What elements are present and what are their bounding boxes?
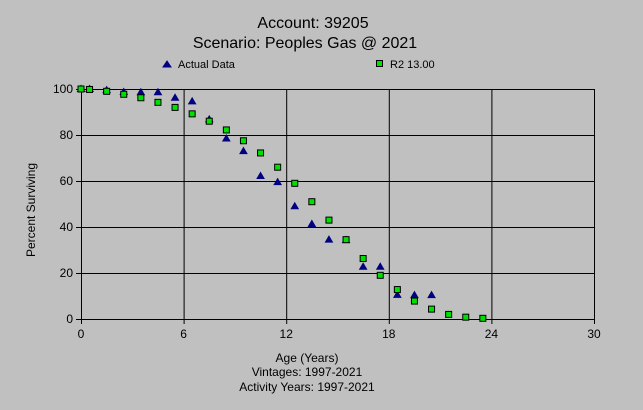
y-tick-label: 20 [60, 266, 74, 280]
activity-years-label: Activity Years: 1997-2021 [239, 380, 375, 394]
series-2 [77, 85, 487, 322]
data-point-square [274, 163, 282, 171]
data-point-triangle [290, 201, 300, 210]
data-point-triangle [358, 262, 368, 270]
data-point-square [222, 126, 230, 134]
x-axis-label: Age (Years) [276, 351, 339, 365]
data-point-triangle [375, 262, 385, 270]
data-point-triangle [392, 290, 402, 298]
data-point-triangle [427, 290, 436, 299]
data-point-square [103, 87, 111, 95]
x-tick-label: 30 [587, 327, 601, 341]
data-point-triangle [273, 177, 283, 186]
data-point-triangle [187, 96, 197, 105]
data-point-square [171, 103, 179, 111]
data-point-square [137, 94, 145, 102]
legend-square-icon [376, 60, 383, 67]
data-point-square [445, 310, 453, 318]
data-point-square [308, 198, 316, 206]
data-point-square [359, 255, 367, 263]
legend-item-fit: R2 13.00 [376, 59, 435, 71]
data-points [76, 84, 487, 322]
legend-label-fit: R2 13.00 [390, 59, 435, 71]
legend: Actual Data R2 13.00 [162, 59, 435, 71]
x-tick-label: 12 [280, 327, 294, 341]
y-tick-label: 80 [60, 128, 74, 142]
legend-item-actual: Actual Data [162, 59, 236, 71]
data-point-triangle [221, 133, 231, 142]
data-point-square [239, 137, 247, 145]
y-tick-label: 40 [60, 220, 74, 234]
data-point-square [410, 297, 418, 305]
y-tick-label: 100 [53, 82, 73, 96]
data-point-triangle [324, 235, 334, 243]
plot-border [81, 89, 595, 320]
x-axis-ticks: 0 6 12 18 24 30 [78, 319, 601, 341]
data-point-triangle [239, 146, 248, 155]
data-point-square [479, 314, 487, 322]
data-point-square [120, 90, 128, 98]
data-point-square [257, 149, 265, 157]
data-point-square [86, 85, 94, 93]
data-point-triangle [307, 219, 317, 228]
plot-grid [81, 89, 595, 320]
legend-triangle-icon [162, 60, 172, 68]
x-tick-label: 6 [180, 327, 187, 341]
chart-subtitle: Scenario: Peoples Gas @ 2021 [193, 35, 417, 52]
x-tick-label: 18 [382, 327, 396, 341]
data-point-square [376, 271, 384, 279]
data-point-square [205, 117, 213, 125]
y-tick-label: 60 [60, 174, 74, 188]
y-axis-label: Percent Surviving [24, 163, 38, 257]
data-point-square [393, 286, 401, 294]
data-point-square [462, 313, 470, 321]
data-point-triangle [153, 87, 163, 96]
data-point-square [77, 85, 85, 93]
data-point-triangle [170, 93, 180, 101]
data-point-square [428, 305, 436, 313]
x-tick-label: 24 [485, 327, 499, 341]
y-axis-ticks: 0 20 40 60 80 100 [53, 82, 81, 326]
y-tick-label: 0 [66, 312, 73, 326]
data-point-triangle [410, 290, 419, 299]
series-1 [76, 84, 436, 299]
data-point-square [188, 110, 196, 118]
data-point-square [291, 179, 299, 187]
x-tick-label: 0 [78, 327, 85, 341]
data-point-triangle [256, 171, 265, 179]
chart-title: Account: 39205 [257, 15, 368, 32]
legend-label-actual: Actual Data [178, 59, 236, 71]
data-point-square [342, 236, 350, 244]
vintages-label: Vintages: 1997-2021 [252, 365, 363, 379]
data-point-square [154, 98, 162, 106]
data-point-square [325, 216, 333, 224]
